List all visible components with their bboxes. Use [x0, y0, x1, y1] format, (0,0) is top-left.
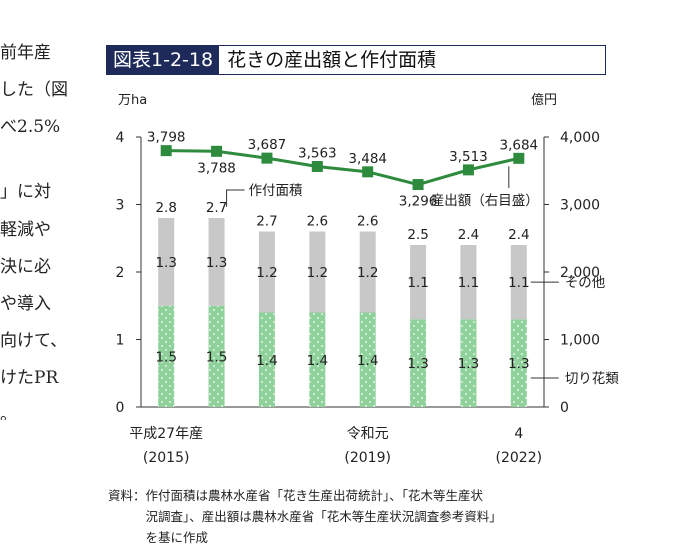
text-fragment-line: した（図 — [0, 80, 68, 100]
annotation-output-label: 産出額（右目盛） — [431, 193, 539, 209]
bar-label-other: 1.2 — [307, 265, 328, 281]
left-tick-label: 4 — [116, 130, 125, 146]
line-point-marker — [362, 166, 374, 178]
bar-label-cut-flowers: 1.4 — [256, 353, 277, 369]
body-text-fragment: 前年産 した（図 べ2.5% 」に対 軽減や 決に必 や導入 向けて、 けたPR… — [0, 0, 80, 420]
bar-total-label: 2.4 — [508, 227, 529, 243]
bar-cut-flowers — [460, 319, 477, 407]
source-line: 況調査」、産出額は農林水産省「花木等生産状況調査参考資料」 — [108, 509, 502, 524]
line-point-marker — [412, 179, 424, 191]
bar-other — [460, 245, 477, 320]
bar-other — [410, 245, 427, 320]
text-fragment-line: 決に必 — [0, 257, 51, 277]
line-point-marker — [160, 145, 172, 157]
right-tick-label: 1,000 — [560, 333, 600, 349]
bar-cut-flowers — [309, 312, 326, 407]
bar-label-other: 1.3 — [155, 255, 176, 271]
text-fragment-line: や導入 — [0, 294, 51, 314]
bar-label-cut-flowers: 1.3 — [407, 356, 428, 372]
right-tick-label: 2,000 — [560, 265, 600, 281]
bar-other — [359, 231, 376, 313]
left-tick-label: 3 — [116, 198, 125, 214]
bar-label-cut-flowers: 1.4 — [307, 353, 328, 369]
bar-label-other: 1.1 — [508, 275, 529, 291]
line-value-label: 3,798 — [147, 130, 186, 146]
text-fragment-line: 」に対 — [0, 182, 51, 202]
left-tick-label: 0 — [116, 400, 125, 416]
bar-label-other: 1.2 — [256, 265, 277, 281]
bar-cut-flowers — [510, 319, 527, 407]
source-note: 資料：作付面積は農林水産省「花き生産出荷統計」、「花木等生産状 況調査」、産出額… — [108, 485, 502, 548]
x-axis-label: 平成27年産 — [129, 426, 203, 442]
bar-cut-flowers — [410, 319, 427, 407]
text-fragment-line: 軽減や — [0, 220, 51, 240]
left-tick-label: 1 — [116, 333, 125, 349]
bar-other — [258, 231, 275, 313]
bar-label-cut-flowers: 1.5 — [206, 349, 227, 365]
bar-label-cut-flowers: 1.4 — [357, 353, 378, 369]
x-axis-year: (2019) — [344, 450, 391, 466]
x-axis-label: 4 — [514, 426, 523, 442]
x-axis-year: (2015) — [143, 450, 190, 466]
source-line: を基に作成 — [108, 530, 209, 545]
annotation-leader-area — [226, 189, 245, 207]
line-value-label: 3,788 — [197, 160, 236, 176]
line-point-marker — [211, 145, 223, 157]
bar-label-other: 1.1 — [458, 275, 479, 291]
bar-other — [309, 231, 326, 313]
figure-tag: 図表1-2-18 — [107, 46, 220, 74]
figure-title-box: 図表1-2-18 花きの産出額と作付面積 — [106, 45, 606, 75]
bar-total-label: 2.7 — [256, 214, 277, 230]
x-axis-year: (2022) — [496, 450, 543, 466]
bar-total-label: 2.4 — [458, 227, 479, 243]
bar-total-label: 2.6 — [307, 214, 328, 230]
figure-title: 花きの産出額と作付面積 — [227, 49, 437, 71]
x-axis-label: 令和元 — [347, 426, 389, 442]
line-value-label: 3,296 — [399, 194, 438, 210]
text-fragment-line: 前年産 — [0, 43, 51, 63]
bar-cut-flowers — [258, 312, 275, 407]
bar-total-label: 2.5 — [407, 227, 428, 243]
bar-label-other: 1.2 — [357, 265, 378, 281]
right-tick-label: 4,000 — [560, 130, 600, 146]
bar-other — [208, 218, 225, 306]
source-line: 資料：作付面積は農林水産省「花き生産出荷統計」、「花木等生産状 — [108, 488, 484, 503]
legend-label-cut-flowers: 切り花類 — [565, 371, 619, 387]
line-point-marker — [513, 152, 525, 164]
bar-label-other: 1.1 — [407, 275, 428, 291]
bar-total-label: 2.6 — [357, 214, 378, 230]
line-point-marker — [462, 164, 474, 176]
chart-canvas: 0 1 2 3 4 0 1,000 2,000 3,000 4,000 1.5 1.3 2.8 1.5 1.… — [116, 130, 620, 466]
line-point-marker — [261, 152, 273, 164]
text-fragment-line: べ2.5% — [0, 117, 61, 137]
text-fragment-line: 向けて、 — [0, 331, 68, 351]
right-axis-unit: 億円 — [531, 93, 558, 108]
bar-label-other: 1.3 — [206, 255, 227, 271]
line-value-label: 3,484 — [348, 151, 387, 167]
bar-label-cut-flowers: 1.3 — [508, 356, 529, 372]
text-fragment-line: 。 — [0, 405, 17, 420]
left-tick-label: 2 — [116, 265, 125, 281]
bar-cut-flowers — [359, 312, 376, 407]
output-value-line — [166, 149, 520, 187]
line-value-label: 3,684 — [499, 137, 538, 153]
annotation-area-label: 作付面積 — [249, 183, 303, 199]
bar-cut-flowers — [208, 305, 225, 407]
right-tick-label: 3,000 — [560, 198, 600, 214]
bar-total-label: 2.7 — [206, 200, 227, 216]
line-value-label: 3,687 — [248, 137, 287, 153]
legend-label-other: その他 — [565, 275, 606, 291]
bar-other — [158, 218, 175, 306]
left-axis-unit: 万ha — [118, 93, 148, 108]
line-value-label: 3,513 — [449, 149, 488, 165]
bar-label-cut-flowers: 1.5 — [155, 349, 176, 365]
line-value-label: 3,563 — [298, 145, 337, 161]
text-fragment-line: けたPR — [0, 368, 59, 388]
bar-total-label: 2.8 — [155, 200, 176, 216]
bar-cut-flowers — [158, 305, 175, 407]
right-tick-label: 0 — [560, 400, 569, 416]
bar-other — [510, 245, 527, 320]
bar-label-cut-flowers: 1.3 — [458, 356, 479, 372]
line-point-marker — [311, 160, 323, 172]
